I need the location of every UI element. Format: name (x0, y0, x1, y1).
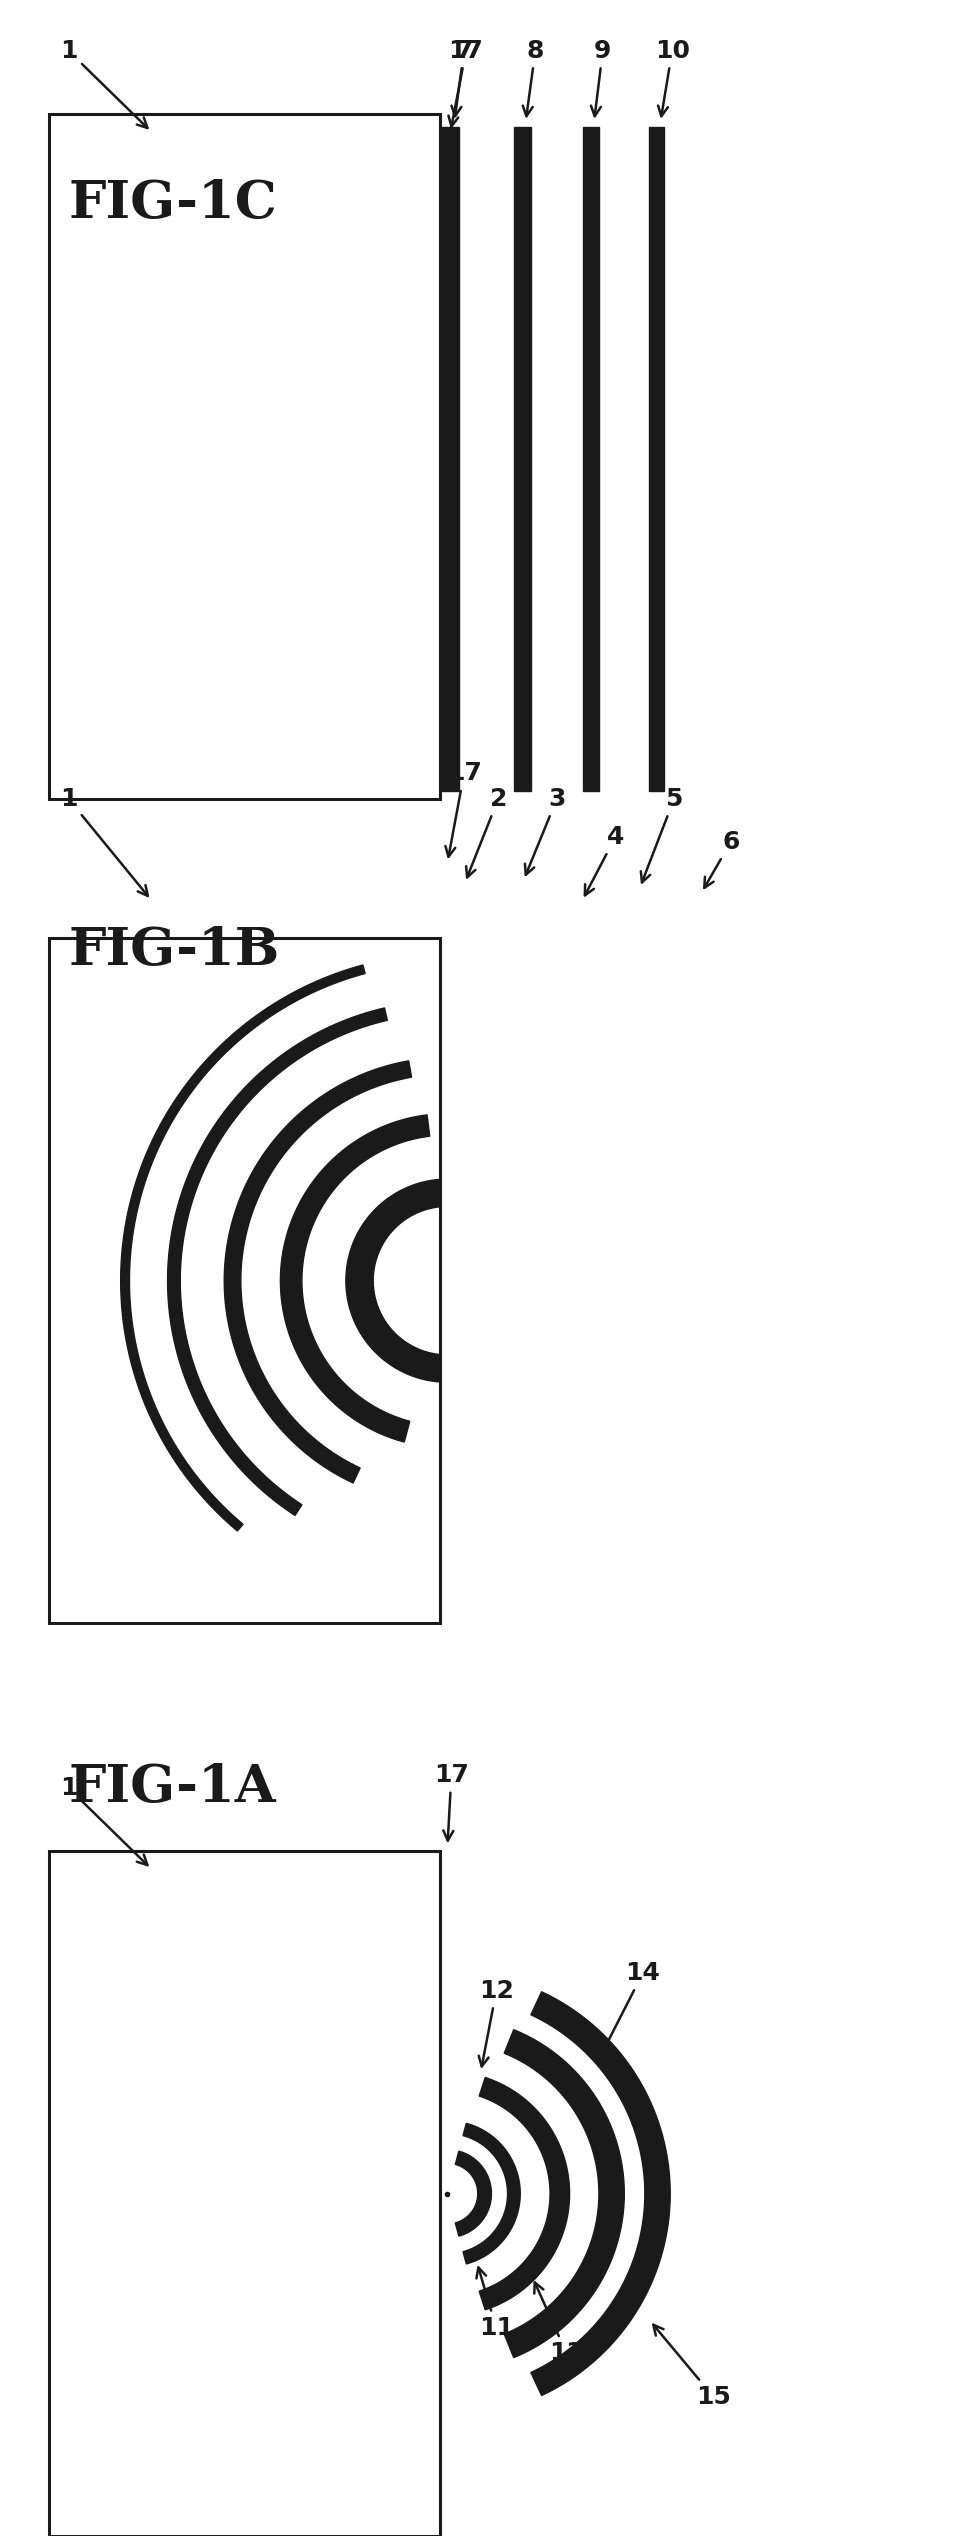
Text: FIG-1C: FIG-1C (68, 178, 277, 228)
Bar (440, 127, 459, 791)
Polygon shape (225, 1060, 411, 1484)
Text: 1: 1 (60, 1775, 148, 1864)
Bar (650, 127, 664, 791)
Text: 8: 8 (523, 38, 544, 117)
Polygon shape (479, 2077, 570, 2310)
Text: 12: 12 (479, 1978, 514, 2067)
Text: 6: 6 (704, 829, 740, 888)
Text: 10: 10 (655, 38, 690, 117)
Text: 1: 1 (60, 38, 148, 127)
Polygon shape (280, 1116, 430, 1443)
Text: FIG-1A: FIG-1A (68, 1763, 276, 1813)
Bar (49, 1851, 440, 2536)
Bar (49, 114, 440, 799)
Text: 4: 4 (585, 824, 624, 895)
Text: 15: 15 (654, 2326, 731, 2409)
Text: 7: 7 (451, 38, 473, 117)
Polygon shape (531, 1991, 670, 2397)
Text: FIG-1B: FIG-1B (68, 926, 279, 976)
Text: 1: 1 (60, 786, 148, 895)
Polygon shape (455, 2151, 491, 2237)
Text: 11: 11 (477, 2267, 514, 2341)
Polygon shape (504, 2029, 624, 2358)
Polygon shape (168, 1007, 387, 1517)
Text: 3: 3 (525, 786, 566, 875)
Polygon shape (346, 1179, 441, 1382)
Text: 5: 5 (641, 786, 683, 883)
Text: 17: 17 (446, 761, 482, 857)
Text: 9: 9 (591, 38, 612, 117)
Text: 17: 17 (448, 38, 484, 127)
Bar (583, 127, 599, 791)
Text: 17: 17 (434, 1763, 469, 1841)
Bar (514, 127, 531, 791)
Polygon shape (121, 966, 365, 1532)
Polygon shape (463, 2123, 520, 2265)
Text: 2: 2 (466, 786, 507, 877)
Bar (49, 938, 440, 1623)
Text: 14: 14 (602, 1960, 660, 2054)
Text: 13: 13 (534, 2282, 584, 2366)
